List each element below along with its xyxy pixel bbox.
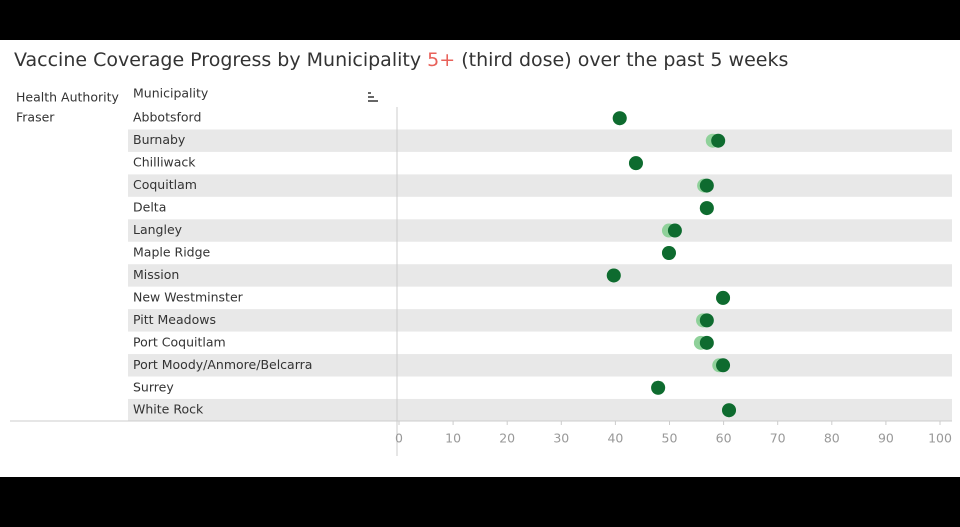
x-tick-label: 0	[395, 431, 403, 446]
x-tick-label: 10	[445, 431, 461, 446]
category-label: Langley	[133, 222, 183, 237]
row-band	[128, 398, 952, 422]
x-tick-label: 60	[716, 431, 732, 446]
dot	[628, 156, 643, 171]
dot	[699, 201, 714, 216]
dot	[699, 313, 714, 328]
category-label: White Rock	[133, 402, 204, 417]
category-label: Pitt Meadows	[133, 312, 216, 327]
dot	[699, 178, 714, 193]
dot	[722, 403, 737, 418]
x-tick-label: 70	[770, 431, 786, 446]
row-band	[128, 264, 952, 287]
dot	[716, 290, 731, 305]
category-label: Maple Ridge	[133, 244, 211, 259]
category-label: New Westminster	[133, 289, 244, 304]
dot	[651, 380, 666, 395]
category-label: Mission	[133, 267, 179, 282]
dot	[606, 268, 621, 283]
category-label: Port Coquitlam	[133, 334, 226, 349]
x-tick-label: 20	[499, 431, 515, 446]
row-band	[128, 219, 952, 242]
category-label: Port Moody/Anmore/Belcarra	[133, 357, 312, 372]
category-label: Delta	[133, 200, 166, 215]
row-band	[128, 129, 952, 152]
row-band	[128, 309, 952, 332]
sort-icon[interactable]	[368, 92, 378, 102]
x-tick-label: 80	[824, 431, 840, 446]
category-label: Burnaby	[133, 132, 186, 147]
row-header: Municipality	[133, 86, 209, 101]
dot	[612, 111, 627, 126]
category-label: Abbotsford	[133, 110, 201, 125]
category-label: Surrey	[133, 379, 174, 394]
title-part: (third dose) over the past 5 weeks	[461, 49, 788, 71]
dot	[699, 335, 714, 350]
dot	[716, 358, 731, 373]
group-label: Fraser	[16, 110, 55, 125]
title-highlight: 5+	[427, 49, 455, 71]
dot	[661, 245, 676, 260]
title-part: Vaccine Coverage Progress by Municipalit…	[14, 49, 421, 71]
dot	[667, 223, 682, 238]
row-header: Health Authority	[16, 90, 119, 105]
row-band	[128, 174, 952, 197]
x-tick-label: 50	[662, 431, 678, 446]
x-tick-label: 100	[928, 431, 952, 446]
dot	[711, 133, 726, 148]
x-tick-label: 90	[878, 431, 894, 446]
row-band	[128, 354, 952, 377]
category-label: Coquitlam	[133, 177, 197, 192]
x-tick-label: 40	[607, 431, 623, 446]
category-label: Chilliwack	[133, 155, 196, 170]
chart-title: Vaccine Coverage Progress by Municipalit…	[14, 49, 788, 71]
x-tick-label: 30	[553, 431, 569, 446]
